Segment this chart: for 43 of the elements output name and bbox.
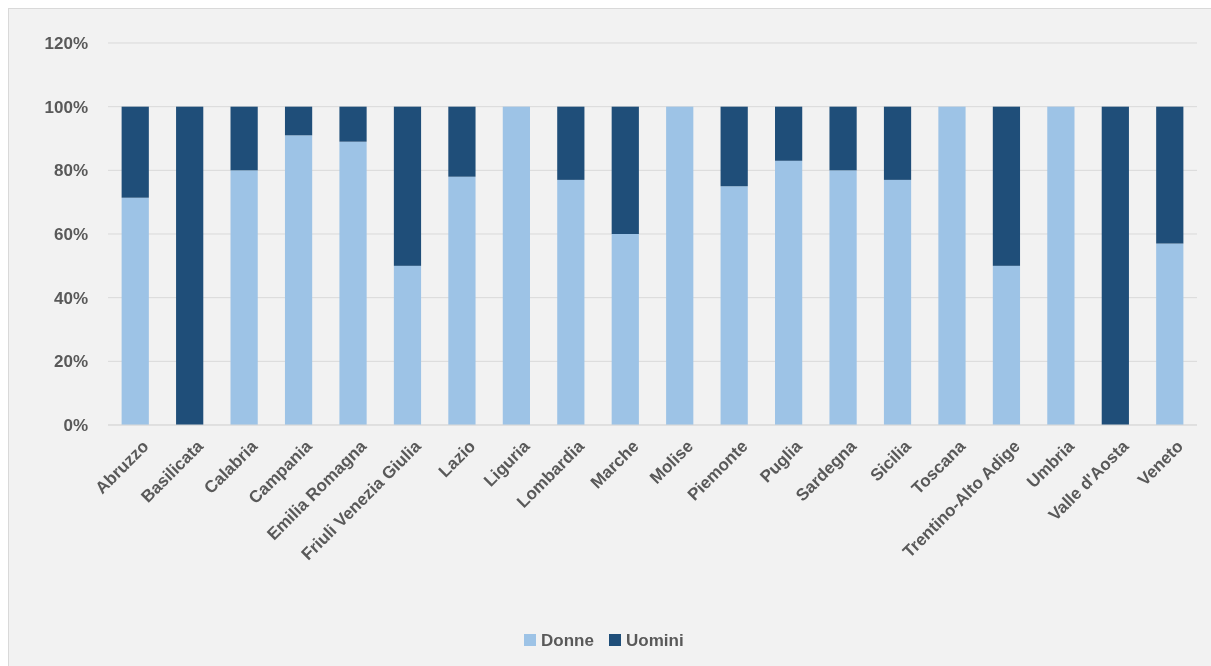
y-tick-label: 60%: [53, 224, 88, 244]
legend-label: Uomini: [626, 630, 684, 650]
bar: [176, 106, 204, 425]
bar: [448, 176, 476, 425]
bar: [1156, 106, 1184, 244]
bar: [1101, 106, 1129, 425]
bar: [611, 106, 639, 234]
y-tick-label: 0%: [63, 415, 88, 435]
y-tick-label: 120%: [44, 33, 88, 53]
bar: [448, 106, 476, 177]
bar: [230, 170, 258, 425]
bar: [230, 106, 258, 171]
bar: [339, 106, 367, 142]
bar: [557, 106, 585, 180]
bar: [284, 135, 313, 425]
bar: [938, 106, 966, 425]
bar: [883, 179, 912, 425]
y-tick-label: 40%: [53, 288, 88, 308]
bar: [775, 106, 803, 161]
bar: [883, 106, 912, 180]
bar: [339, 141, 367, 425]
y-tick-label: 20%: [53, 352, 88, 372]
bar: [611, 234, 639, 425]
bar: [121, 106, 149, 198]
y-tick-label: 100%: [44, 97, 88, 117]
y-tick-label: 80%: [53, 161, 88, 181]
bar: [121, 197, 149, 425]
bar: [502, 106, 530, 425]
bar: [829, 106, 857, 171]
legend-label: Donne: [541, 630, 594, 650]
bar: [1156, 243, 1184, 425]
bar: [775, 160, 803, 425]
bar: [284, 106, 313, 136]
bar: [720, 186, 748, 425]
bar: [992, 265, 1021, 425]
bar: [393, 106, 422, 266]
bar: [557, 179, 585, 425]
bar: [393, 265, 422, 425]
bar: [666, 106, 694, 425]
bar: [720, 106, 748, 187]
bar: [1047, 106, 1075, 425]
bar: [992, 106, 1021, 266]
bar: [829, 170, 857, 425]
